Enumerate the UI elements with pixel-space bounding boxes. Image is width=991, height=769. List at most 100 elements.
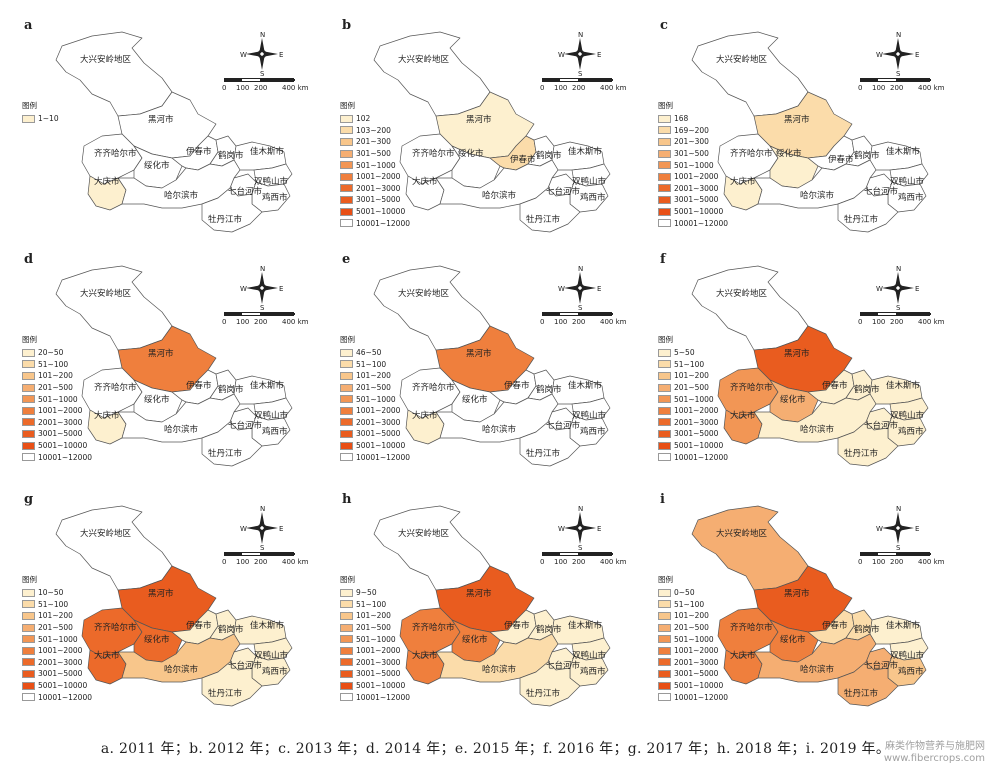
legend-swatch <box>22 383 35 392</box>
legend-swatch <box>658 611 671 620</box>
legend-swatch <box>22 658 35 667</box>
legend-label: 301~500 <box>356 149 391 159</box>
legend-item: 51~100 <box>340 599 410 611</box>
label-yichun: 伊春市 <box>828 154 854 165</box>
label-shuangyashan: 双鸭山市 <box>890 650 925 661</box>
legend-swatch <box>658 406 671 415</box>
label-shuangyashan: 双鸭山市 <box>572 650 607 661</box>
svg-text:E: E <box>915 285 919 293</box>
label-daqing: 大庆市 <box>730 176 756 187</box>
svg-text:S: S <box>896 544 901 550</box>
label-daqing: 大庆市 <box>94 176 120 187</box>
legend-swatch <box>658 207 671 216</box>
label-daxinganling: 大兴安岭地区 <box>80 528 132 539</box>
legend-item: 201~500 <box>658 382 728 394</box>
legend-label: 501~1000 <box>38 634 78 644</box>
label-daqing: 大庆市 <box>412 650 438 661</box>
legend-item: 101~200 <box>22 610 92 622</box>
legend-label: 1001~2000 <box>674 172 719 182</box>
legend-swatch <box>658 348 671 357</box>
legend-item: 3001~5000 <box>22 668 92 680</box>
label-jiamusi: 佳木斯市 <box>886 380 921 391</box>
legend-label: 103~200 <box>356 125 391 135</box>
label-qitaihe: 七台河市 <box>228 660 263 671</box>
label-jixi: 鸡西市 <box>580 666 606 677</box>
legend-item: 168 <box>658 113 728 125</box>
legend-item: 5~50 <box>658 347 728 359</box>
svg-text:W: W <box>558 525 565 533</box>
legend-label: 101~200 <box>674 611 709 621</box>
legend-label: 51~100 <box>356 359 387 369</box>
region-mudanjiang <box>519 421 581 467</box>
legend-item: 5001~10000 <box>340 680 410 692</box>
legend-item: 51~100 <box>22 599 92 611</box>
label-harbin: 哈尔滨市 <box>800 424 835 435</box>
legend-label: 10~50 <box>38 588 64 598</box>
legend-label: 201~500 <box>356 383 391 393</box>
label-qiqihar: 齐齐哈尔市 <box>730 148 773 159</box>
north-arrow-icon: N S W E <box>558 31 602 78</box>
label-hegang: 鹤岗市 <box>854 384 880 395</box>
legend-swatch <box>22 693 35 702</box>
legend-item: 3001~5000 <box>658 668 728 680</box>
legend-label: 201~500 <box>38 623 73 633</box>
label-harbin: 哈尔滨市 <box>482 664 517 675</box>
legend-label: 3001~5000 <box>356 429 401 439</box>
legend-swatch <box>340 693 353 702</box>
province-map: 大兴安岭地区黑河市齐齐哈尔市绥化市 伊春市鹤岗市佳木斯市双鸭山市 大庆市七台河市鸡西… <box>55 505 293 707</box>
legend-swatch <box>340 418 353 427</box>
svg-text:N: N <box>578 506 583 513</box>
legend-item: 201~500 <box>22 622 92 634</box>
panel-letter: b <box>342 18 352 33</box>
label-hegang: 鹤岗市 <box>854 150 880 161</box>
label-suihua: 绥化市 <box>780 634 806 645</box>
region-mudanjiang <box>837 661 899 707</box>
legend-item: 201~500 <box>340 622 410 634</box>
legend-item: 10001~12000 <box>22 691 92 703</box>
svg-text:E: E <box>597 285 601 293</box>
region-jiamusi <box>551 615 605 645</box>
legend-swatch <box>340 611 353 620</box>
legend-swatch <box>340 207 353 216</box>
legend-item: 1001~2000 <box>340 405 410 417</box>
map-panel-h: h 大兴安岭地区 黑河市 齐齐哈尔市 绥化市 伊春市 鹤岗市 佳木斯市 双鸭山市 大庆市 七台河市鸡… <box>340 492 658 722</box>
legend-item: 1~10 <box>22 113 59 125</box>
legend-title: 图例 <box>658 575 673 584</box>
label-qiqihar: 齐齐哈尔市 <box>730 622 773 633</box>
legend-item: 301~500 <box>340 148 410 160</box>
legend-label: 10001~12000 <box>674 218 729 228</box>
label-daqing: 大庆市 <box>412 176 438 187</box>
legend-label: 1~10 <box>38 114 59 124</box>
label-hegang: 鹤岗市 <box>854 624 880 635</box>
legend-item: 501~1000 <box>658 393 728 405</box>
north-arrow-icon: N S W E <box>558 265 602 312</box>
label-jiamusi: 佳木斯市 <box>250 146 285 157</box>
legend-label: 201~300 <box>674 137 709 147</box>
label-suihua: 绥化市 <box>144 394 170 405</box>
legend-item: 501~1000 <box>340 633 410 645</box>
label-yichun: 伊春市 <box>186 620 212 631</box>
legend: 图例 0~50 51~100 101~200 201~500 501~1000 1001~2… <box>658 574 728 703</box>
legend-item: 51~100 <box>658 599 728 611</box>
north-arrow-icon: N S W E <box>240 265 284 312</box>
province-map: 大兴安岭地区黑河市齐齐哈尔市绥化市 伊春市鹤岗市佳木斯市双鸭山市 大庆市七台河市鸡西… <box>373 505 611 707</box>
svg-text:S: S <box>578 70 583 76</box>
svg-text:W: W <box>240 285 247 293</box>
label-hegang: 鹤岗市 <box>536 150 562 161</box>
label-shuangyashan: 双鸭山市 <box>254 650 289 661</box>
legend-item: 1001~2000 <box>658 171 728 183</box>
label-qiqihar: 齐齐哈尔市 <box>94 148 137 159</box>
label-mudanjiang: 牡丹江市 <box>526 214 561 225</box>
label-yichun: 伊春市 <box>186 380 212 391</box>
label-jixi: 鸡西市 <box>580 192 606 203</box>
legend-label: 10001~12000 <box>356 692 411 702</box>
legend-swatch <box>658 395 671 404</box>
legend-label: 168 <box>674 114 689 124</box>
label-jiamusi: 佳木斯市 <box>886 620 921 631</box>
label-jiamusi: 佳木斯市 <box>886 146 921 157</box>
label-jixi: 鸡西市 <box>262 426 288 437</box>
legend-swatch <box>658 418 671 427</box>
label-mudanjiang: 牡丹江市 <box>208 448 243 459</box>
legend-swatch <box>22 635 35 644</box>
label-qitaihe: 七台河市 <box>864 660 899 671</box>
